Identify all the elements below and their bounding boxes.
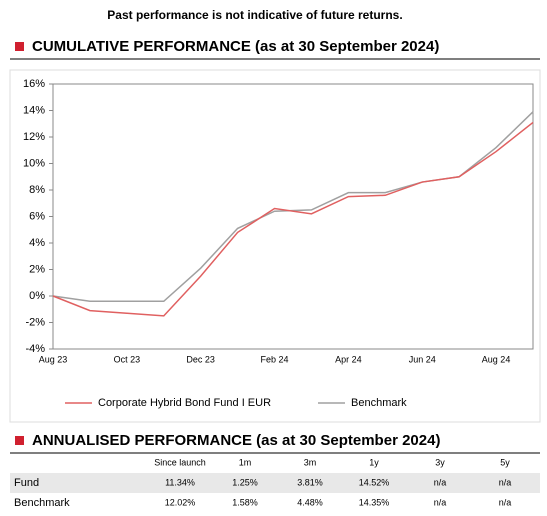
chart: -4% -2% 0% 2% 4% 6% 8% 10% 12% 14% 16% Aug 23 Oct 23… (23, 78, 534, 409)
y-tick-label: 12% (23, 131, 45, 143)
y-tick-label: -2% (25, 316, 45, 328)
cell: n/a (499, 477, 512, 487)
cell: n/a (499, 497, 512, 507)
legend-label: Corporate Hybrid Bond Fund I EUR (98, 397, 271, 409)
y-tick-label: 6% (29, 210, 45, 222)
plot-frame (52, 83, 534, 350)
cell: 11.34% (165, 477, 195, 487)
cell: 1.25% (232, 477, 258, 487)
cell: 12.02% (165, 497, 196, 507)
cell: n/a (434, 497, 447, 507)
y-tick-label: 2% (29, 263, 45, 275)
chart-frame (9, 69, 541, 423)
row-background (10, 473, 540, 493)
y-tick-label: 14% (23, 104, 45, 116)
table: Since launch 1m 3m 1y 3y 5y Fund 11.34% 1.25% 3.8… (10, 457, 540, 509)
cell: 4.48% (297, 497, 323, 507)
column-header: 3m (304, 457, 317, 467)
column-header: 1m (239, 457, 252, 467)
column-header: 1y (369, 457, 379, 467)
column-header: Since launch (154, 457, 206, 467)
y-tick-label: 4% (29, 237, 45, 249)
x-tick-label: Aug 24 (482, 354, 511, 364)
x-tick-label: Aug 23 (39, 354, 68, 364)
column-header: 5y (500, 457, 510, 467)
x-tick-label: Dec 23 (186, 354, 215, 364)
cell: 14.52% (359, 477, 390, 487)
cell: 3.81% (297, 477, 323, 487)
section-marker (15, 436, 24, 445)
legend-label: Benchmark (351, 397, 407, 409)
series-line (52, 121, 534, 317)
section-title: CUMULATIVE PERFORMANCE (as at 30 Septemb… (32, 38, 439, 55)
x-tick-label: Feb 24 (261, 354, 289, 364)
series-line (52, 111, 534, 303)
disclaimer: Past performance is not indicative of fu… (107, 8, 402, 22)
cell: 14.35% (359, 497, 390, 507)
y-tick-label: 8% (29, 184, 45, 196)
y-tick-label: 10% (23, 157, 45, 169)
row-label: Benchmark (14, 497, 70, 509)
row-label: Fund (14, 477, 39, 489)
x-tick-label: Jun 24 (409, 354, 436, 364)
y-tick-label: -4% (25, 343, 45, 355)
cell: n/a (434, 477, 447, 487)
column-header: 3y (435, 457, 445, 467)
section-title: ANNUALISED PERFORMANCE (as at 30 Septemb… (32, 432, 440, 449)
y-tick-label: 0% (29, 290, 45, 302)
cell: 1.58% (232, 497, 258, 507)
section-marker (15, 42, 24, 51)
x-tick-label: Oct 23 (114, 354, 141, 364)
y-tick-label: 16% (23, 78, 45, 90)
x-tick-label: Apr 24 (335, 354, 362, 364)
